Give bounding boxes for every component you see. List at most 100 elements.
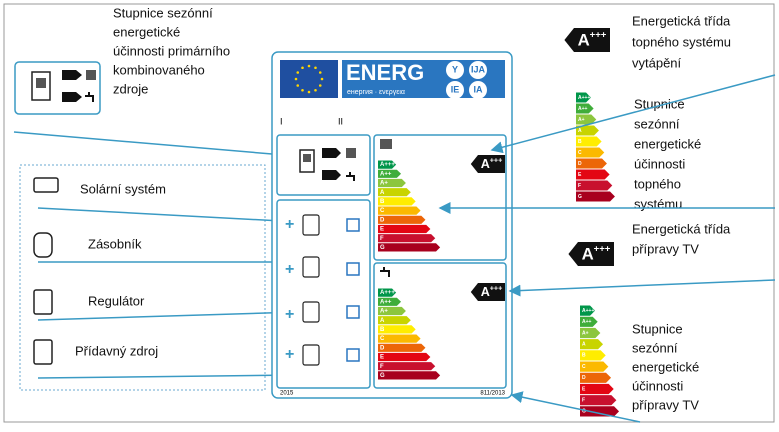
scale-letter: A: [380, 190, 385, 196]
scale-bar: [378, 160, 397, 169]
badge-plus: +++: [590, 30, 607, 41]
star: [318, 84, 322, 87]
scale-bar: [580, 339, 604, 350]
scale-letter: C: [582, 364, 586, 370]
regulation: 811/2013: [480, 391, 505, 397]
callout-line: vytápění: [632, 55, 682, 70]
component-slot-icon: [302, 214, 320, 236]
column-label: II: [338, 116, 343, 126]
scale-bar: [378, 243, 441, 252]
scale-letter: G: [582, 409, 586, 415]
scale-bar: [580, 395, 617, 406]
callout-line: energetické: [634, 136, 701, 151]
badge-letter: A: [481, 157, 490, 171]
scale-letter: G: [578, 194, 582, 200]
arrow: [490, 74, 776, 154]
scale-bar: [378, 197, 416, 206]
scale-letter: A: [578, 128, 582, 134]
scale-letter: A: [380, 318, 385, 324]
scale-bar: [378, 288, 397, 297]
callout-line: systému: [634, 196, 682, 211]
scale-bar: [576, 125, 599, 136]
component-icon: [33, 289, 53, 315]
scale-bar: [576, 92, 591, 103]
scale-letter: A+: [582, 330, 589, 336]
scale-bar: [580, 372, 612, 383]
class-badge: [470, 283, 505, 301]
scale-letter: A+++: [578, 95, 590, 101]
scale-bar: [378, 234, 436, 243]
tap-icon: [85, 92, 94, 102]
scale-bar: [576, 147, 605, 158]
components-section: [276, 199, 371, 389]
code: Y: [452, 64, 458, 74]
plus-sign: +: [285, 346, 294, 363]
callout-line: Stupnice sezónní: [113, 5, 213, 20]
column-label: I: [280, 116, 283, 126]
scale-letter: B: [380, 199, 385, 205]
arrow: [37, 369, 302, 382]
badge-letter: A: [578, 31, 590, 50]
badge-letter: A: [582, 245, 594, 264]
scale-letter: C: [380, 336, 385, 342]
star: [296, 84, 300, 87]
code-circle: [446, 81, 464, 99]
scale-letter: D: [582, 375, 586, 381]
scale-bar: [378, 215, 426, 224]
component-label: Zásobník: [88, 236, 142, 251]
scale-letter: A+: [380, 181, 388, 187]
badge-letter: A: [481, 285, 490, 299]
primary-section-icons: [299, 148, 356, 181]
boiler-icon: [31, 71, 51, 101]
callout-line: účinnosti: [632, 378, 683, 393]
callout-line: Stupnice: [632, 321, 683, 336]
scale-letter: E: [380, 227, 384, 233]
checkbox: [346, 348, 360, 362]
scale-bar: [576, 158, 607, 169]
scale-bar: [378, 352, 431, 362]
callout-line: sezónní: [632, 340, 678, 355]
scale-bar: [576, 169, 610, 180]
components-box: [19, 164, 266, 391]
radiator-icon: [86, 70, 96, 80]
scale-letter: D: [380, 217, 385, 223]
arrow: [13, 131, 286, 161]
code-circle: [469, 81, 487, 99]
callout-line: účinnosti: [634, 156, 685, 171]
scale-letter: A+: [380, 309, 388, 315]
component-label: Přídavný zdroj: [75, 343, 158, 358]
badge-plus: +++: [490, 283, 503, 292]
primary-section: [276, 134, 371, 196]
callout-line: Energetická třída: [632, 221, 731, 236]
scale-letter: A+++: [380, 290, 395, 296]
scale-bar: [378, 325, 416, 334]
scale-letter: G: [380, 245, 385, 251]
scale-bar: [580, 305, 596, 316]
scale-letter: A: [582, 342, 586, 348]
arrow: [508, 279, 776, 297]
arrow: [37, 207, 302, 228]
plus-sign: +: [285, 261, 294, 278]
scale-bar: [580, 383, 614, 395]
scale-bar: [378, 224, 431, 234]
component-slot-icon: [302, 344, 320, 366]
code: IE: [451, 84, 460, 94]
checkbox: [346, 305, 360, 319]
callout-line: sezónní: [634, 116, 680, 131]
code: IJA: [471, 64, 486, 74]
scale-letter: F: [582, 398, 585, 404]
brand: ENERG: [346, 60, 424, 85]
language-codes: Y IJA IE IA: [446, 61, 487, 99]
component-icon: [33, 339, 53, 365]
callout-line: přípravy TV: [632, 397, 699, 412]
class-badge: [470, 155, 505, 173]
scale-bar: [576, 136, 602, 147]
callout-line: energetické: [113, 24, 180, 39]
component-label: Regulátor: [88, 293, 145, 308]
arrow: [37, 306, 300, 321]
scale-letter: A++: [582, 319, 592, 325]
eu-stars: [294, 64, 324, 94]
scale-bar: [378, 362, 436, 371]
star: [318, 71, 322, 74]
